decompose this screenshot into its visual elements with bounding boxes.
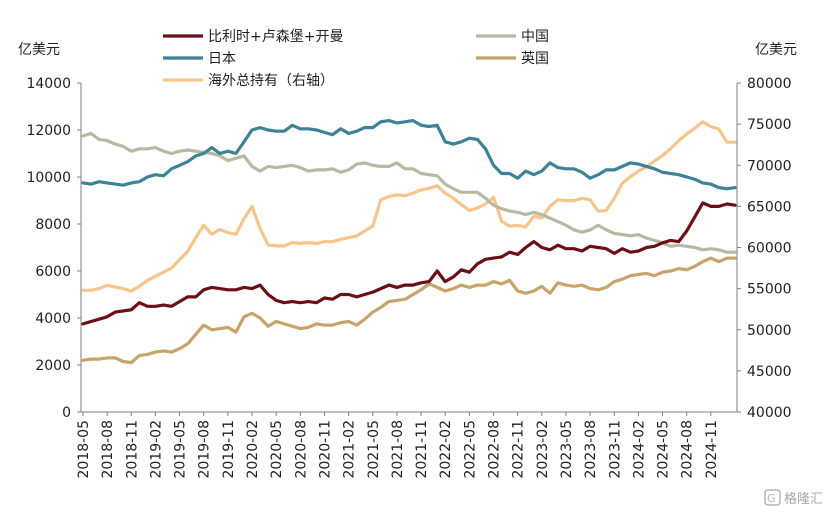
g-logo-icon-letter: G [767,492,776,505]
series-line-uk [81,256,737,365]
x-tick-label: 2020-02 [245,420,261,479]
right-tick-label: 70000 [747,158,792,174]
x-tick-label: 2024-11 [704,420,720,479]
right-tick-label: 55000 [747,282,792,298]
right-tick-label: 50000 [747,323,792,339]
right-y-axis: 40000 45000 50000 55000 60000 65000 70000 75000… [737,76,792,421]
x-tick-label: 2019-08 [197,420,213,479]
x-tick-label: 2019-11 [221,420,237,479]
x-tick-label: 2018-08 [100,420,116,479]
left-tick-label: 6000 [35,264,71,280]
g-logo-icon [764,489,781,506]
right-tick-label: 40000 [747,405,792,421]
x-tick-label: 2021-02 [342,420,358,479]
left-y-axis: 0 2000 4000 6000 8000 10000 12000 14000 [26,76,81,421]
right-tick-label: 65000 [747,199,792,215]
axes [80,83,738,413]
legend-label-overseas: 海外总持有（右轴） [208,73,334,89]
x-tick-label: 2022-08 [487,420,503,479]
right-tick-label: 80000 [747,76,792,92]
legend-label-uk: 英国 [521,50,549,67]
left-tick-label: 2000 [35,358,71,374]
x-tick-label: 2018-11 [124,420,140,479]
watermark-text: 格隆汇 [784,491,823,507]
legend-label-benelux: 比利时+卢森堡+开曼 [208,29,343,45]
left-axis-unit: 亿美元 [18,42,60,58]
x-axis: 2018-05 2018-08 2018-11 2019-02 2019-05 2019-… [76,412,720,479]
x-tick-label: 2022-11 [511,420,527,479]
right-tick-label: 45000 [747,364,792,380]
left-tick-label: 12000 [26,123,71,139]
x-tick-label: 2023-08 [583,420,599,479]
x-tick-label: 2019-02 [148,420,164,479]
left-tick-label: 0 [62,405,71,421]
x-tick-label: 2023-11 [607,420,623,479]
legend-label-japan: 日本 [208,51,236,67]
series-line-japan [81,119,737,191]
x-tick-label: 2021-05 [366,420,382,479]
x-tick-label: 2018-05 [76,420,92,479]
left-tick-label: 14000 [26,76,71,92]
x-tick-label: 2021-11 [414,420,430,479]
right-tick-label: 60000 [747,241,792,257]
left-tick-label: 10000 [26,170,71,186]
x-tick-label: 2023-02 [535,420,551,479]
x-tick-label: 2023-05 [559,420,575,479]
x-tick-label: 2021-08 [390,420,406,479]
x-tick-label: 2019-05 [173,420,189,479]
x-tick-label: 2024-05 [656,420,672,479]
x-tick-label: 2020-05 [269,420,285,479]
right-axis-unit: 亿美元 [755,42,797,58]
x-tick-label: 2024-02 [631,420,647,479]
x-tick-label: 2024-08 [680,420,696,479]
watermark: G 格隆汇 [764,489,823,507]
x-tick-label: 2020-08 [293,420,309,479]
x-tick-label: 2020-11 [317,420,333,479]
left-tick-label: 4000 [35,311,71,327]
legend-label-china: 中国 [521,29,549,45]
x-tick-label: 2022-02 [438,420,454,479]
left-tick-label: 8000 [35,217,71,233]
series-line-china [81,131,737,254]
plot-area [81,119,737,365]
x-tick-label: 2022-05 [462,420,478,479]
right-tick-label: 75000 [747,117,792,133]
series-line-overseas [81,120,737,293]
series-line-benelux [81,201,737,326]
